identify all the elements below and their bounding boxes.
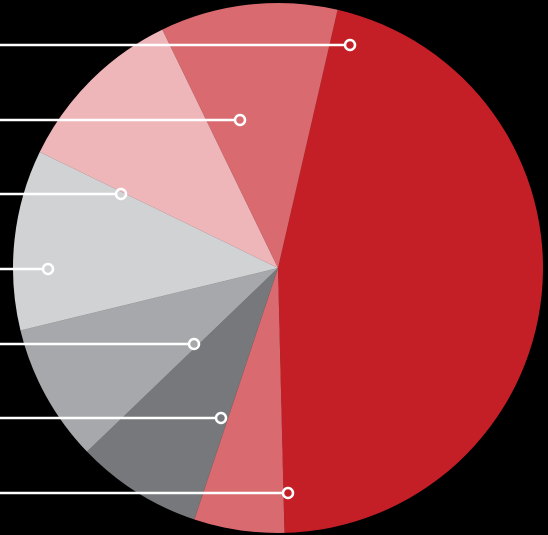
callout-dot-0 <box>343 38 357 52</box>
pie-slice-6 <box>162 2 338 268</box>
pie-slice-0 <box>278 9 544 533</box>
pie-slice-5 <box>39 29 278 268</box>
callout-dot-2 <box>114 187 128 201</box>
callout-lines <box>0 38 357 500</box>
callout-dot-3 <box>41 262 55 276</box>
pie-slice-2 <box>86 268 279 520</box>
pie-slice-1 <box>194 268 285 533</box>
pie-slices <box>12 2 544 533</box>
pie-slice-3 <box>20 268 278 452</box>
callout-dot-4 <box>187 337 201 351</box>
callout-dot-5 <box>214 411 228 425</box>
callout-dot-6 <box>281 486 295 500</box>
callout-dot-1 <box>233 113 247 127</box>
pie-slice-4 <box>12 152 278 331</box>
